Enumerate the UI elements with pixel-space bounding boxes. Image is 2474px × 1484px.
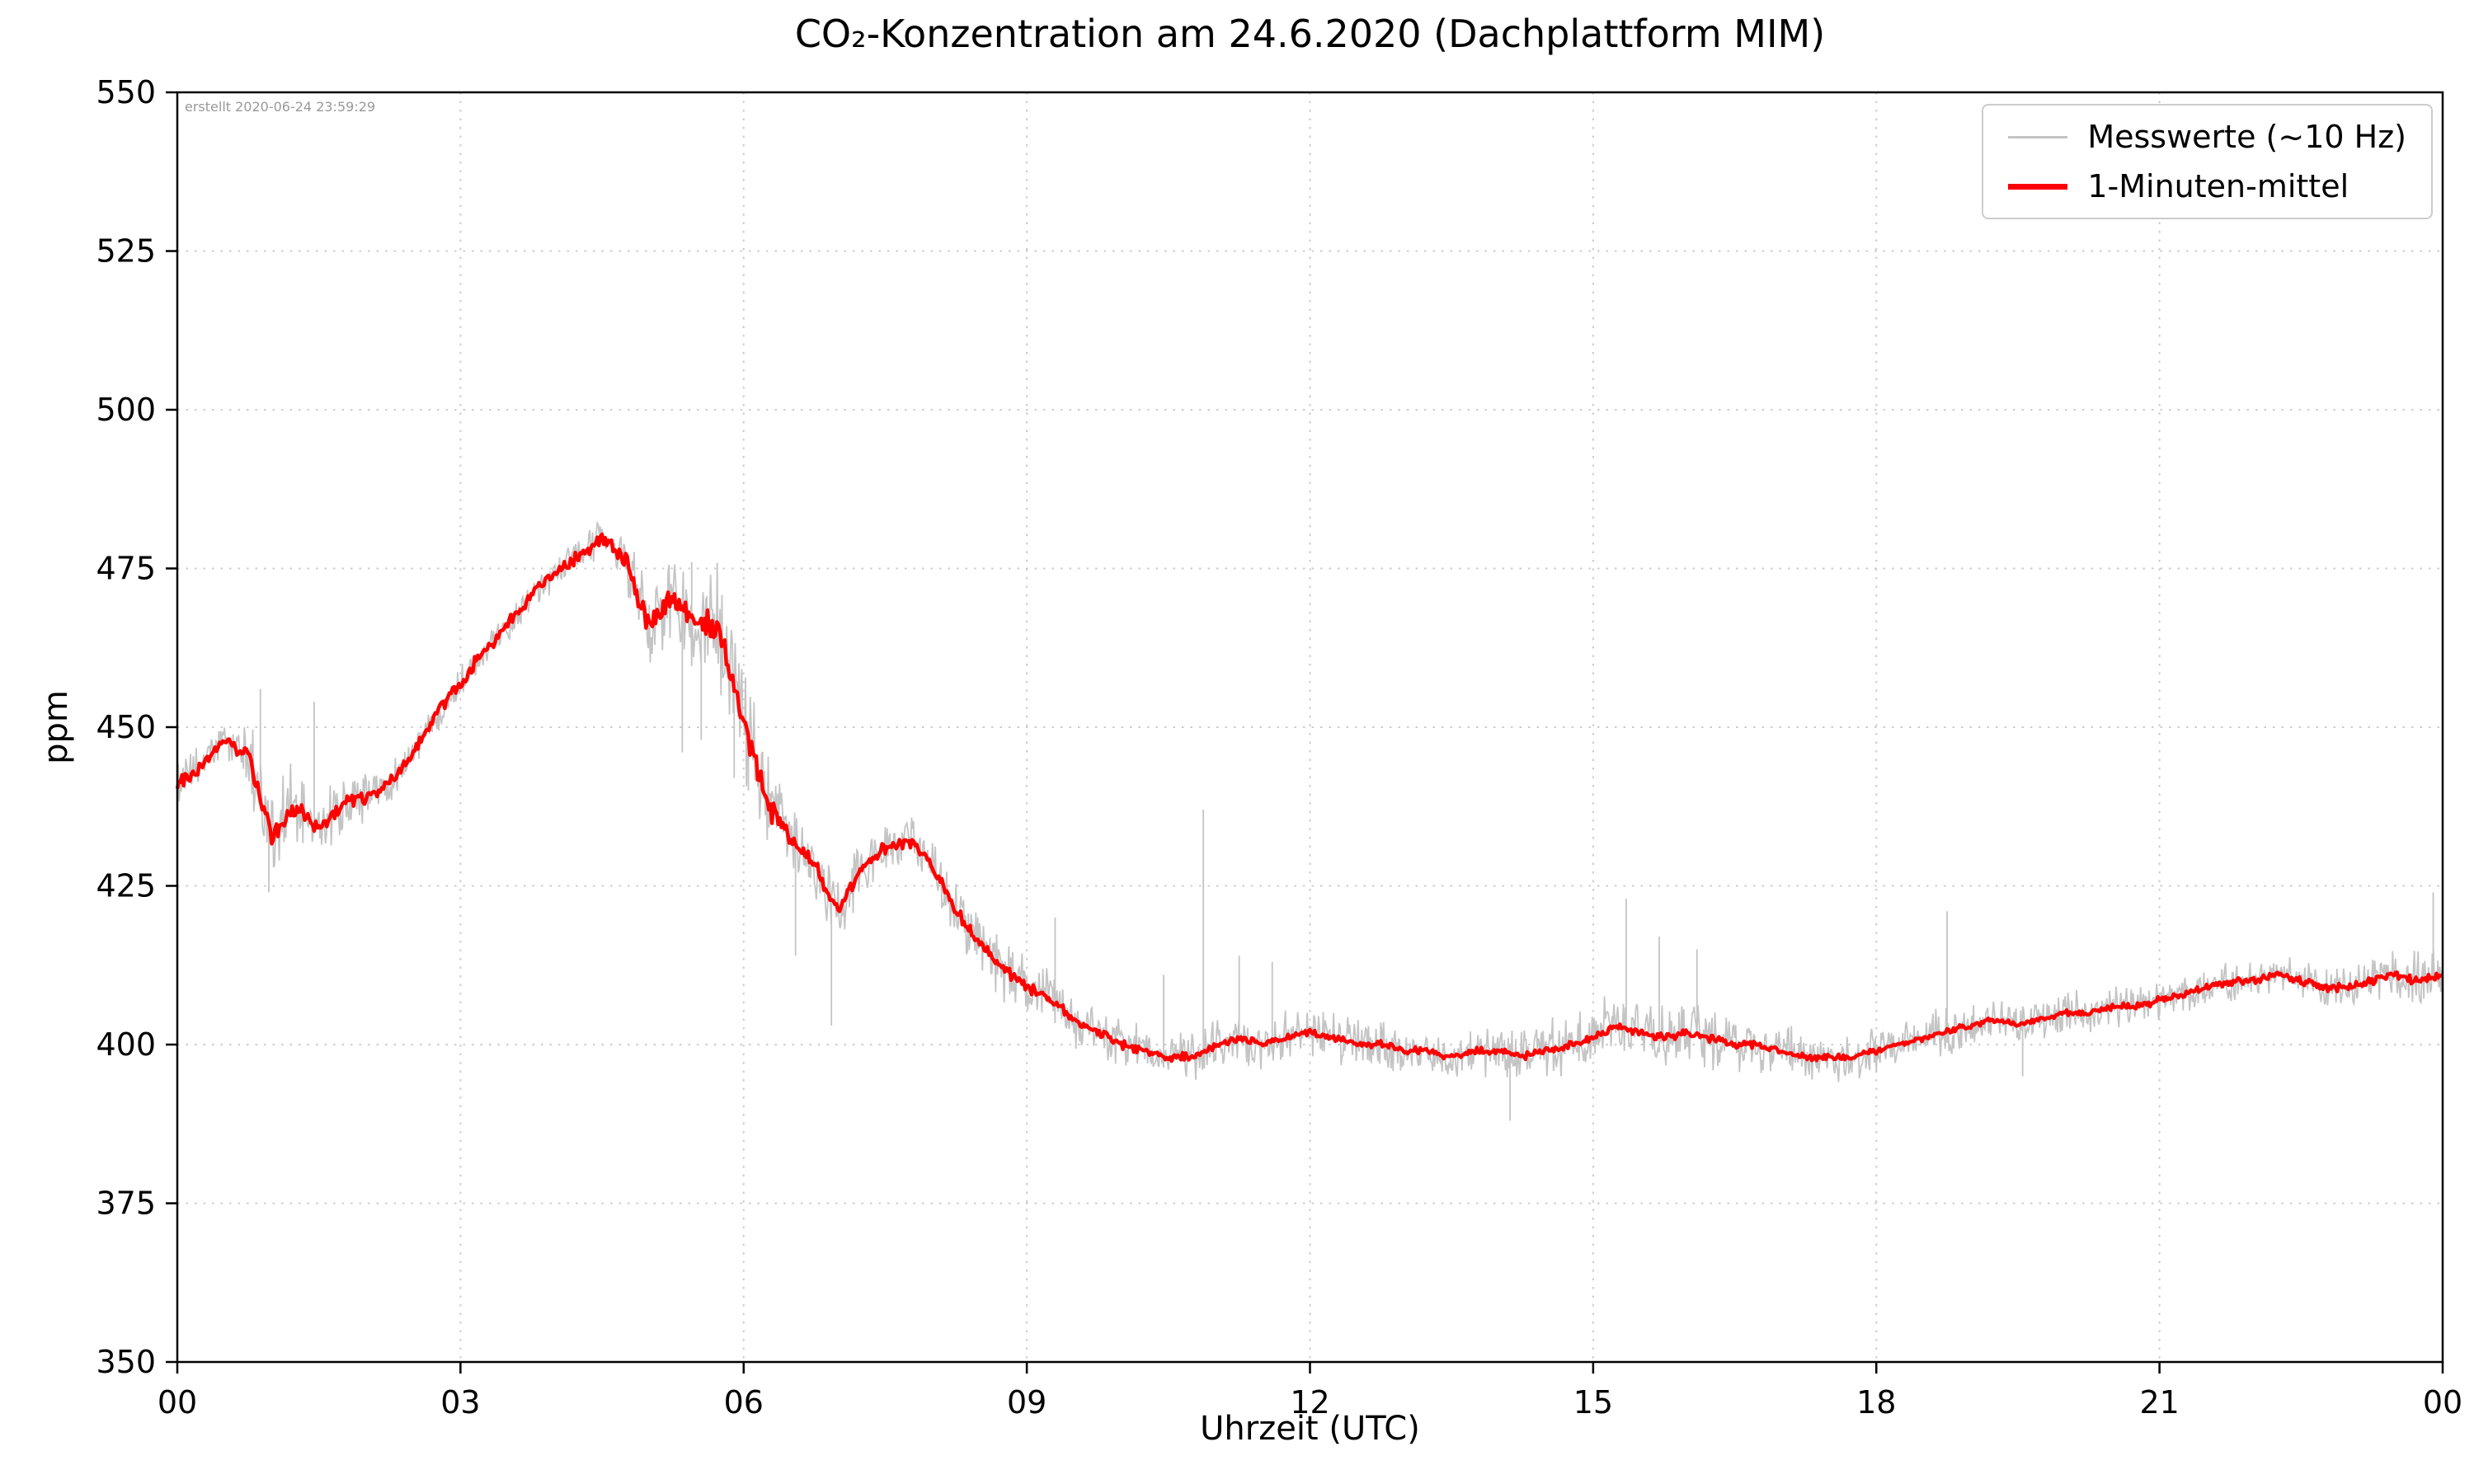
svg-text:500: 500 bbox=[96, 392, 156, 428]
chart-title: CO₂-Konzentration am 24.6.2020 (Dachplat… bbox=[794, 12, 1826, 56]
x-axis-label: Uhrzeit (UTC) bbox=[1200, 1410, 1420, 1448]
svg-text:350: 350 bbox=[96, 1344, 156, 1380]
created-timestamp-note: erstellt 2020-06-24 23:59:29 bbox=[185, 99, 376, 115]
legend: Messwerte (~10 Hz) 1-Minuten-mittel bbox=[1982, 104, 2433, 219]
raw-line-swatch bbox=[2008, 135, 2068, 139]
legend-item-mean: 1-Minuten-mittel bbox=[2008, 168, 2406, 204]
svg-text:15: 15 bbox=[1573, 1384, 1613, 1421]
svg-text:525: 525 bbox=[96, 233, 156, 270]
svg-text:425: 425 bbox=[96, 868, 156, 904]
svg-text:400: 400 bbox=[96, 1026, 156, 1063]
legend-item-raw: Messwerte (~10 Hz) bbox=[2008, 119, 2406, 155]
svg-text:550: 550 bbox=[96, 74, 156, 110]
svg-text:18: 18 bbox=[1856, 1384, 1896, 1421]
svg-text:09: 09 bbox=[1007, 1384, 1047, 1421]
mean-series-line bbox=[175, 532, 2443, 1064]
svg-text:03: 03 bbox=[440, 1384, 480, 1421]
grid-lines bbox=[176, 92, 2443, 1363]
svg-text:21: 21 bbox=[2139, 1384, 2179, 1421]
svg-text:375: 375 bbox=[96, 1186, 156, 1222]
svg-text:12: 12 bbox=[1290, 1384, 1329, 1421]
tick-labels: 00 03 06 09 12 15 18 21 003503754004254504755005… bbox=[96, 74, 2462, 1421]
legend-label-mean: 1-Minuten-mittel bbox=[2087, 168, 2349, 204]
svg-text:450: 450 bbox=[96, 709, 156, 745]
svg-text:475: 475 bbox=[96, 551, 156, 587]
svg-text:00: 00 bbox=[158, 1384, 197, 1421]
mean-line-swatch bbox=[2008, 183, 2068, 190]
svg-text:06: 06 bbox=[724, 1384, 764, 1421]
legend-label-raw: Messwerte (~10 Hz) bbox=[2087, 119, 2406, 155]
y-axis-label: ppm bbox=[37, 690, 75, 764]
svg-text:00: 00 bbox=[2423, 1384, 2462, 1421]
axis-ticks bbox=[166, 91, 2444, 1374]
